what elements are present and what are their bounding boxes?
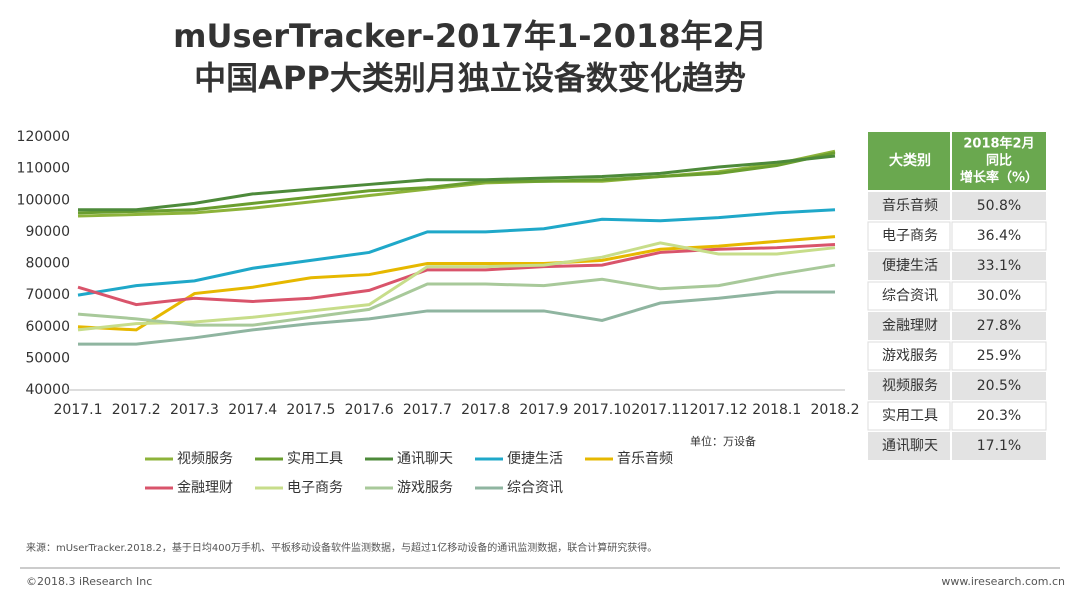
legend-label: 通讯聊天: [397, 451, 453, 467]
legend-label: 音乐音频: [617, 450, 673, 467]
source: 来源：mUserTracker.2018.2，基于日均400万手机、平板移动设备…: [26, 541, 657, 554]
copyright: ©2018.3 iResearch Inc: [26, 575, 152, 588]
y-tick-label: 40000: [25, 382, 70, 398]
table-cell-bg: [952, 192, 1046, 220]
legend-label: 便捷生活: [507, 451, 563, 467]
table-cell-bg: [951, 221, 1047, 251]
x-tick-label: 2017.8: [461, 402, 510, 418]
legend-label: 视频服务: [177, 451, 233, 467]
x-tick-label: 2017.2: [112, 402, 161, 418]
series-line: [77, 151, 836, 215]
table-header: 增长率（%）: [960, 170, 1038, 186]
table-value: 20.5%: [977, 378, 1021, 394]
x-tick-label: 2017.11: [631, 402, 689, 418]
x-tick-label: 2017.9: [519, 402, 568, 418]
x-tick-label: 2017.10: [573, 402, 631, 418]
table-header: 大类别: [889, 152, 931, 169]
x-tick-label: 2017.7: [403, 402, 452, 418]
table-value: 17.1%: [977, 438, 1021, 454]
table-cell-bg: [952, 312, 1046, 340]
table-name: 电子商务: [882, 228, 938, 244]
table-cell-bg: [868, 312, 950, 340]
table-cell-bg: [952, 252, 1046, 280]
table-value: 25.9%: [977, 348, 1021, 364]
legend-label: 金融理财: [177, 480, 233, 496]
table-cell-bg: [868, 372, 950, 400]
table-header-bg: [952, 132, 1046, 190]
x-tick-label: 2017.5: [286, 402, 335, 418]
table-cell-bg: [867, 341, 951, 371]
table-name: 实用工具: [882, 408, 938, 424]
table-value: 27.8%: [977, 318, 1021, 334]
x-tick-label: 2017.1: [54, 402, 103, 418]
table-cell-bg: [952, 432, 1046, 460]
table-name: 音乐音频: [882, 197, 938, 214]
table-header: 同比: [986, 153, 1012, 169]
y-tick-label: 120000: [17, 129, 70, 145]
table-cell-bg: [868, 432, 950, 460]
table-cell-bg: [867, 401, 951, 431]
x-tick-label: 2018.1: [752, 402, 801, 418]
table-value: 20.3%: [977, 408, 1021, 424]
x-tick-label: 2017.6: [345, 402, 394, 418]
table-value: 33.1%: [977, 258, 1021, 274]
y-tick-label: 70000: [25, 287, 70, 303]
x-tick-label: 2018.2: [811, 402, 860, 418]
unit-label: 单位：万设备: [690, 434, 756, 448]
table-cell-bg: [867, 221, 951, 251]
table-cell-bg: [952, 372, 1046, 400]
x-tick-label: 2017.3: [170, 402, 219, 418]
table-value: 50.8%: [977, 198, 1021, 214]
table-cell-bg: [951, 281, 1047, 311]
legend-label: 综合资讯: [507, 480, 563, 496]
y-tick-label: 50000: [25, 350, 70, 366]
series-line: [77, 243, 836, 307]
table-cell-bg: [951, 401, 1047, 431]
y-tick-label: 100000: [17, 192, 70, 208]
table-cell-bg: [868, 192, 950, 220]
table-name: 游戏服务: [882, 348, 938, 364]
table-value: 30.0%: [977, 288, 1021, 304]
x-tick-label: 2017.4: [228, 402, 277, 418]
series-line: [77, 235, 836, 332]
table-name: 通讯聊天: [882, 438, 938, 454]
legend-label: 电子商务: [287, 480, 343, 496]
url: www.iresearch.com.cn: [941, 575, 1065, 588]
series-line: [78, 290, 835, 346]
table-name: 视频服务: [882, 378, 938, 394]
table-name: 综合资讯: [882, 288, 938, 304]
table-name: 金融理财: [882, 318, 938, 334]
legend-label: 实用工具: [287, 451, 343, 467]
legend-label: 游戏服务: [397, 480, 453, 496]
table-cell-bg: [951, 341, 1047, 371]
series-line: [77, 241, 836, 332]
y-tick-label: 110000: [17, 161, 70, 177]
title-line: mUserTracker-2017年1-2018年2月: [173, 17, 767, 55]
table-value: 36.4%: [977, 228, 1021, 244]
y-tick-label: 80000: [25, 256, 70, 272]
title-line: 中国APP大类别月独立设备数变化趋势: [194, 59, 746, 97]
table-header-bg: [868, 132, 950, 190]
table-cell-bg: [867, 281, 951, 311]
series-line: [77, 263, 836, 327]
table-name: 便捷生活: [882, 258, 938, 274]
table-cell-bg: [868, 252, 950, 280]
table-header: 2018年2月: [963, 136, 1034, 152]
y-tick-label: 60000: [25, 319, 70, 335]
x-tick-label: 2017.12: [690, 402, 748, 418]
series-line: [78, 154, 836, 212]
y-tick-label: 90000: [25, 224, 70, 240]
series-line: [77, 208, 836, 297]
